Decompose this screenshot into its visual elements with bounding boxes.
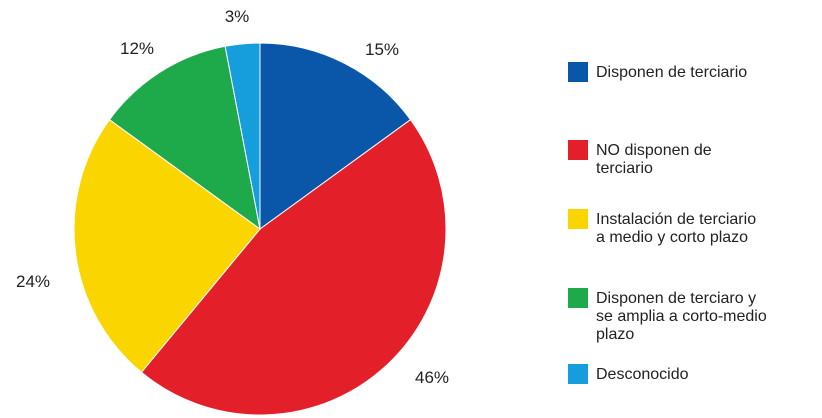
pie-slice [140,118,447,416]
legend-label: NO disponen de terciario [596,142,712,177]
pie-value-label: 24% [16,272,50,291]
legend-label: Disponen de terciario [596,64,747,81]
pie-value-label: 12% [120,39,154,58]
pie-slice [108,45,261,231]
pie-value-labels: 15% 46% 24% 12% 3% [16,7,449,387]
legend-swatch [568,62,588,82]
pie-value-label: 3% [225,7,250,26]
legend: Disponen de terciario NO disponen de terci… [568,62,767,384]
pie-value-label: 15% [365,40,399,59]
legend-label: Desconocido [596,366,689,383]
pie-slice [224,42,261,230]
legend-swatch [568,140,588,160]
pie-value-label: 46% [415,368,449,387]
legend-label: Instalación de terciario a medio y corto … [596,211,756,246]
pie-slices [73,42,447,416]
legend-swatch [568,209,588,229]
legend-label: Disponen de terciaro y se amplia a corto-… [596,290,767,343]
legend-swatch [568,288,588,308]
pie-slice [73,118,261,374]
pie-slice [259,42,412,230]
legend-swatch [568,364,588,384]
